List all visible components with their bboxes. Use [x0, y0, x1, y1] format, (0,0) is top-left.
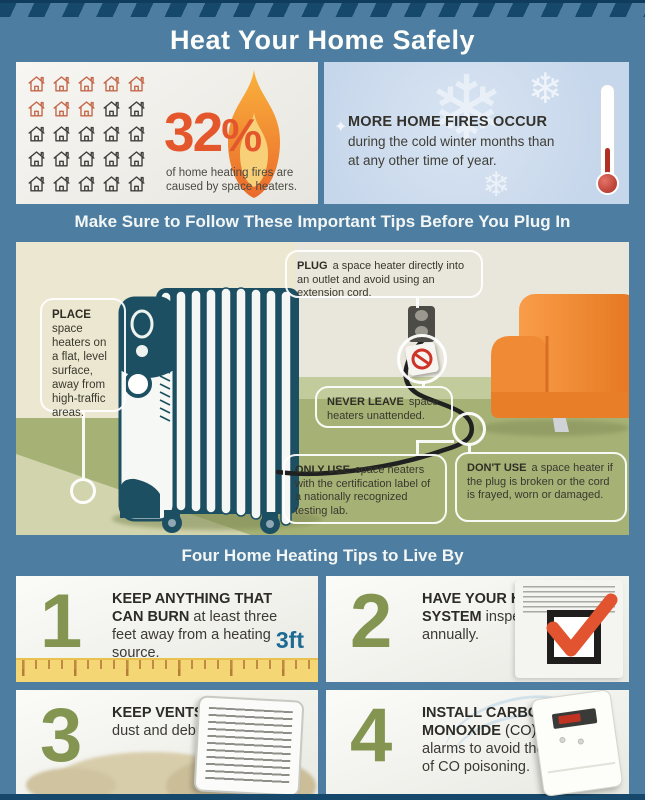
house-icon	[126, 99, 151, 124]
callout-only-use: ONLY USE space heaters with the certific…	[283, 454, 447, 524]
house-icon	[101, 174, 126, 199]
house-icon	[51, 99, 76, 124]
house-icon	[26, 149, 51, 174]
house-icon	[51, 74, 76, 99]
house-icon	[51, 124, 76, 149]
callout-dont-use: DON'T USE a space heater if the plug is …	[455, 452, 627, 522]
house-icon	[26, 99, 51, 124]
snowflake-icon: ❄	[428, 62, 506, 161]
tip-card-4: 4 INSTALL CARBON MONOXIDE (CO) alarms to…	[326, 690, 629, 796]
flame-icon	[228, 70, 280, 198]
house-icon	[76, 149, 101, 174]
no-extension-cord-icon	[404, 341, 440, 377]
house-icon	[126, 174, 151, 199]
highlight-circle	[452, 412, 486, 446]
tip-card-1: 1 KEEP ANYTHING THAT CAN BURN at least t…	[16, 576, 318, 682]
highlight-circle	[70, 478, 96, 504]
couch-illustration	[491, 294, 629, 432]
house-icon	[101, 149, 126, 174]
space-heater-illustration	[118, 287, 299, 534]
house-icon	[26, 174, 51, 199]
striped-border	[0, 0, 645, 17]
snowflake-icon: ❄	[482, 166, 511, 204]
callout-plug: PLUG a space heater directly into an out…	[285, 250, 483, 299]
percent-statistic: 32%	[164, 101, 262, 163]
stat-panel-space-heaters: 32% of home heating fires are caused by …	[16, 62, 318, 204]
house-icon	[76, 174, 101, 199]
house-icon	[126, 124, 151, 149]
house-icon	[101, 99, 126, 124]
section-header-plug-in: Make Sure to Follow These Important Tips…	[74, 212, 571, 231]
checkmark-icon	[546, 593, 618, 657]
house-icon	[76, 99, 101, 124]
house-icon	[101, 74, 126, 99]
tip-number: 3	[40, 693, 83, 778]
callout-never-leave: NEVER LEAVE space heaters unattended.	[315, 386, 453, 428]
house-icon	[51, 149, 76, 174]
snowflake-icon: ❄	[527, 65, 563, 112]
tip-number: 1	[40, 579, 83, 664]
vent-grille-icon	[193, 695, 305, 796]
tips-grid: 1 KEEP ANYTHING THAT CAN BURN at least t…	[16, 576, 629, 796]
tip-card-2: 2 HAVE YOUR HEATING SYSTEM inspected ann…	[326, 576, 629, 682]
winter-fires-headline: MORE HOME FIRES OCCUR	[348, 114, 548, 130]
callout-place: PLACE space heaters on a flat, level sur…	[40, 298, 126, 419]
tip-number: 4	[350, 693, 393, 778]
sparkle-icon: ✦	[334, 119, 348, 136]
house-icon	[76, 74, 101, 99]
house-icon	[76, 124, 101, 149]
co-detector-icon	[530, 690, 624, 796]
house-icon	[101, 124, 126, 149]
bottom-border	[0, 794, 645, 800]
house-icon	[126, 149, 151, 174]
thermometer-icon	[596, 84, 619, 195]
house-icon	[26, 74, 51, 99]
three-feet-label: 3ft	[275, 627, 304, 653]
house-icon	[126, 74, 151, 99]
tip-card-3: 3 KEEP VENTS CLEAR of dust and debris.	[16, 690, 318, 796]
section-header-four-tips: Four Home Heating Tips to Live By	[181, 546, 464, 565]
ruler-icon	[16, 658, 318, 682]
room-scene: PLACE space heaters on a flat, level sur…	[16, 242, 629, 535]
tip-number: 2	[350, 579, 393, 664]
stat-panel-winter-fires: ❄ ❄ ❄ ✦ MORE HOME FIRES OCCUR during the…	[324, 62, 629, 204]
house-icon	[51, 174, 76, 199]
winter-fires-text: MORE HOME FIRES OCCUR during the cold wi…	[348, 114, 555, 168]
page-title: Heat Your Home Safely	[169, 25, 476, 55]
house-grid	[26, 74, 151, 199]
house-icon	[26, 124, 51, 149]
percent-caption: of home heating fires are caused by spac…	[166, 167, 298, 193]
